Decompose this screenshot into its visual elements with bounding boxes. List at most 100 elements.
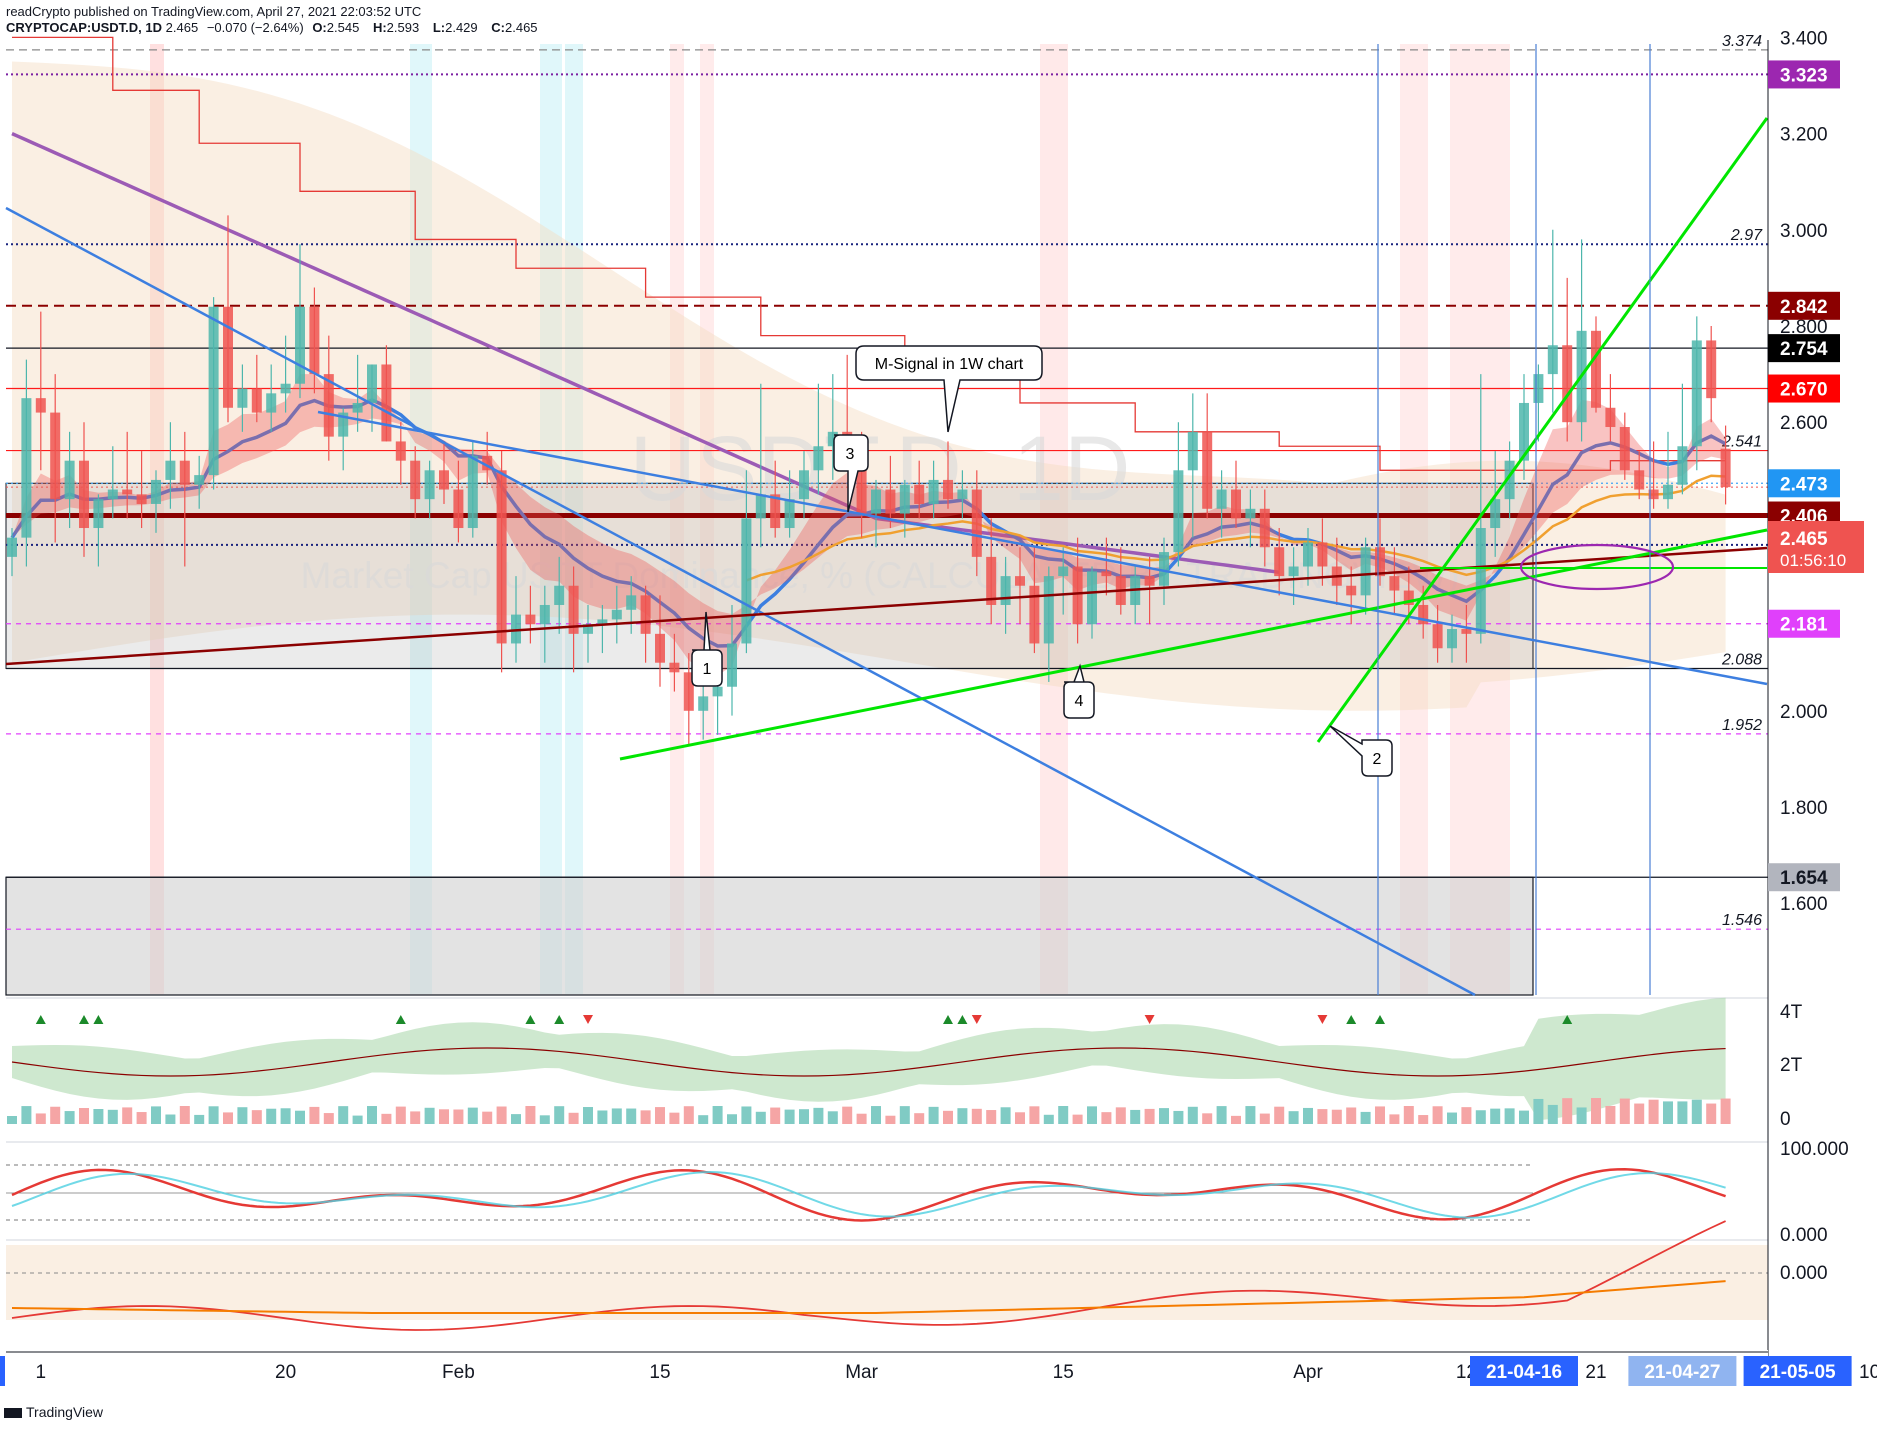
candle-body (1058, 566, 1069, 577)
session-band (1400, 44, 1428, 994)
candle (295, 244, 305, 399)
volume-bar (179, 1106, 190, 1124)
candle-body (755, 494, 766, 519)
candle-body (856, 446, 867, 514)
price-axis-bg (1768, 40, 1877, 1370)
stoch-d-line (11, 1171, 1726, 1219)
down-arrow-icon (583, 1015, 593, 1024)
volume-bar (208, 1106, 219, 1124)
candle (122, 431, 133, 519)
candle (1591, 316, 1601, 413)
candle-body (669, 662, 680, 673)
candle-body (482, 455, 493, 471)
volume-bar (482, 1111, 493, 1124)
candle (1173, 422, 1184, 567)
candle-body (50, 412, 61, 500)
candle (7, 528, 17, 577)
callout-bubble (855, 345, 1043, 433)
candle (424, 460, 435, 519)
volume-bar (266, 1108, 277, 1124)
up-arrow-icon (93, 1015, 104, 1024)
last-price-countdown: 01:56:10 (1780, 551, 1846, 570)
macd-signal-line (11, 1280, 1726, 1314)
candle-body (655, 633, 665, 663)
candle-body (928, 479, 939, 504)
high-label: H: (372, 20, 387, 35)
candle-body (1720, 448, 1731, 488)
candle-body (35, 398, 46, 413)
candle (669, 633, 680, 692)
candles (7, 215, 1731, 745)
candle (151, 470, 161, 533)
volume-bar (856, 1113, 867, 1124)
volume-bar (453, 1109, 464, 1124)
candle-body (971, 489, 982, 557)
price-tick-label: 1.800 (1780, 798, 1828, 819)
last-value: 2.465 (165, 20, 199, 35)
candle-body (583, 624, 593, 634)
marker-2-text: 2 (1373, 751, 1382, 768)
candle-body (597, 619, 608, 625)
candle-body (511, 614, 521, 644)
candle-body (79, 460, 89, 529)
candle (799, 451, 809, 519)
candle (899, 479, 910, 538)
marker-3-text: 3 (846, 446, 855, 463)
candle-body (309, 306, 320, 375)
candle-body (151, 479, 161, 504)
candle-body (1418, 604, 1429, 625)
scroll-edge-marker (0, 1356, 5, 1386)
base-line (12, 36, 1726, 471)
candle-body (1706, 340, 1717, 399)
tradingview-logo[interactable]: TradingView (4, 1404, 103, 1420)
price-tag: 2.181 (1768, 609, 1840, 638)
candle-body (885, 489, 896, 514)
candle (1663, 431, 1673, 509)
marker-2-callout[interactable]: 2 (1329, 725, 1393, 777)
oscillator-tick-label: 100.000 (1780, 1139, 1849, 1160)
candle-body (611, 609, 622, 620)
volume-bar (539, 1115, 550, 1124)
volume-bar (1245, 1106, 1256, 1124)
candle (871, 479, 881, 548)
volume-bar (381, 1113, 392, 1124)
volume-bar (712, 1106, 723, 1124)
level-label: 1.952 (1722, 717, 1762, 734)
background-layer (5, 40, 1768, 1360)
volume-bar (107, 1109, 118, 1124)
price-tag-bg (1768, 60, 1840, 89)
candle-body (1288, 566, 1299, 577)
tradingview-logo-text: TradingView (26, 1404, 104, 1420)
volume-bar (1706, 1103, 1717, 1124)
volume-bar (309, 1106, 320, 1124)
time-tick-label: 15 (649, 1362, 670, 1383)
marker-4-callout[interactable]: 4 (1063, 663, 1095, 719)
candle (482, 431, 493, 485)
candle (640, 585, 651, 663)
volume-bar (1389, 1114, 1400, 1124)
candle (1087, 566, 1097, 639)
candle (79, 422, 89, 557)
candle-body (280, 383, 291, 394)
callout-msignal[interactable]: M-Signal in 1W chart (855, 345, 1043, 433)
volume-bar (784, 1109, 795, 1124)
candle-body (1029, 585, 1040, 644)
marker-3-callout[interactable]: 3 (833, 434, 869, 513)
candle (1245, 489, 1256, 548)
price-tag: 2.754 (1768, 334, 1840, 363)
stoch-k-line (11, 1168, 1727, 1222)
marker-1-callout[interactable]: 1 (691, 611, 723, 687)
date-tag-text: 21-05-05 (1760, 1362, 1836, 1383)
volume-tick-label: 2T (1780, 1055, 1803, 1076)
candle (741, 470, 752, 654)
price-tag-text: 1.654 (1780, 868, 1828, 889)
level-label: 3.374 (1722, 33, 1762, 50)
price-tick-label: 3.000 (1780, 221, 1828, 242)
price-tag-text: 3.323 (1780, 65, 1828, 86)
volume-bar (467, 1107, 478, 1124)
marker-1-text: 1 (703, 661, 712, 678)
highlight-ellipse (1519, 543, 1675, 591)
candle (986, 518, 997, 625)
volume-bar (1475, 1110, 1486, 1124)
